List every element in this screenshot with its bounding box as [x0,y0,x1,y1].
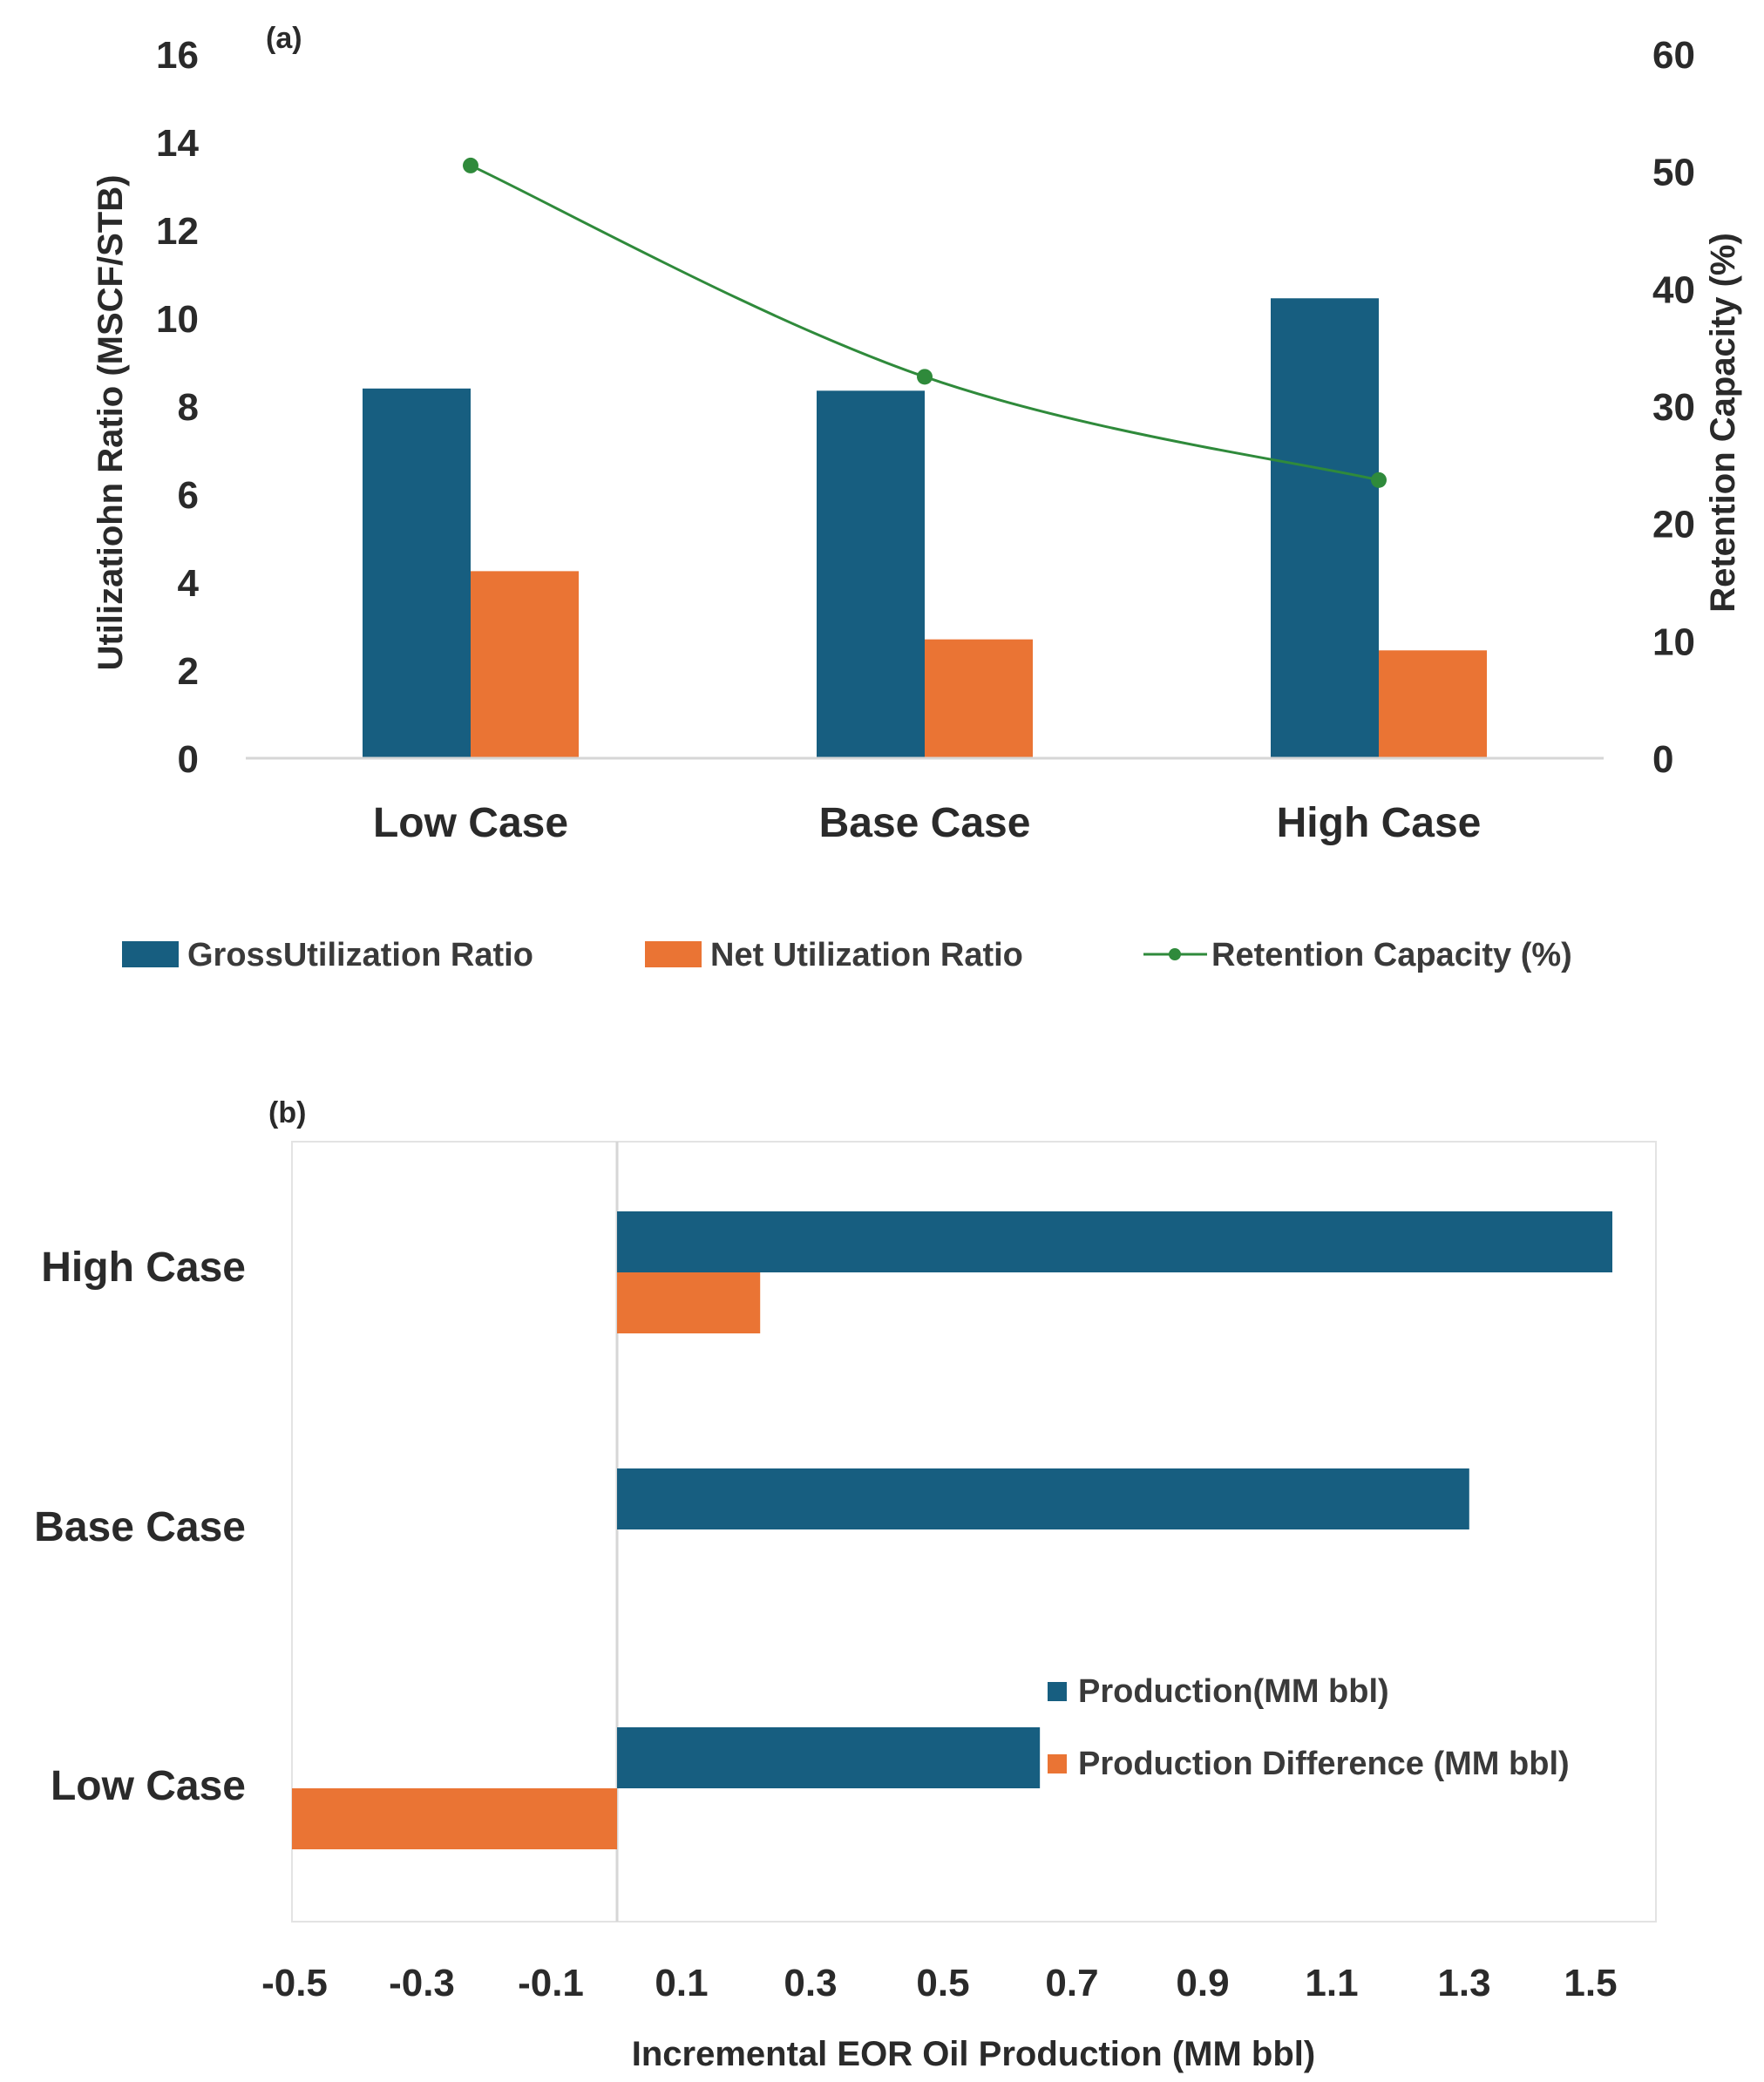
category-label: Base Case [819,800,1031,846]
x-tick-label: 0.9 [1176,1962,1229,2004]
y2-tick-label: 10 [1652,621,1695,663]
y2-tick-label: 40 [1652,268,1695,311]
net-bar-1 [925,639,1033,758]
net-bar-0 [471,571,579,758]
category-label: Base Case [34,1504,246,1550]
legend-swatch-production [1048,1682,1067,1701]
y-tick-label: 6 [178,474,199,517]
y-tick-label: 14 [156,122,199,165]
y-tick-label: 2 [178,650,199,693]
x-tick-label: 1.3 [1437,1962,1490,2004]
net-bar-2 [1379,650,1487,758]
category-label: Low Case [373,800,568,846]
x-tick-label: 0.3 [784,1962,837,2004]
x-tick-label: -0.1 [518,1962,584,2004]
y2-tick-label: 60 [1652,34,1695,77]
legend-swatch-difference [1048,1754,1067,1773]
retention-point-2 [1371,471,1387,488]
y-tick-label: 0 [178,738,199,781]
legend-swatch-gross [122,941,179,967]
y-tick-label: 16 [156,34,199,77]
y-tick-label: 12 [156,210,199,253]
legend-swatch-net [645,941,702,967]
y2-axis-title: Retention Capacity (%) [1704,233,1742,613]
x-tick-label: -0.3 [389,1962,455,2004]
panel-label-b: (b) [268,1096,306,1129]
legend-marker-retention [1169,948,1181,960]
gross-bar-0 [363,388,471,758]
x-tick-label: 0.7 [1045,1962,1098,2004]
legend-label-retention: Retention Capacity (%) [1211,937,1572,973]
y-tick-label: 10 [156,298,199,341]
panel-label-a: (a) [266,22,302,55]
x-tick-label: 1.5 [1564,1962,1617,2004]
x-tick-label: 0.1 [655,1962,708,2004]
category-label: Low Case [51,1763,246,1809]
gross-bar-1 [817,390,925,758]
y2-tick-label: 20 [1652,504,1695,546]
category-label: High Case [41,1244,246,1291]
x-tick-label: 0.5 [916,1962,969,2004]
retention-point-1 [917,369,933,385]
utilization-chart: (a) 0 2 4 6 8 10 12 14 16 0 10 20 30 40 50 60 Low Case… [92,22,1742,973]
category-label: High Case [1277,800,1482,846]
production-bar-0 [617,1211,1612,1272]
x-tick-label: 1.1 [1305,1962,1358,2004]
x-tick-label: -0.5 [261,1962,328,2004]
y2-tick-label: 50 [1652,152,1695,194]
y2-tick-label: 0 [1652,738,1673,781]
legend-label-difference: Production Difference (MM bbl) [1078,1746,1570,1782]
y-tick-label: 8 [178,386,199,429]
legend-label-gross: GrossUtilization Ratio [187,937,533,973]
y-tick-label: 4 [178,562,200,605]
gross-bar-2 [1271,298,1379,758]
difference-bar-2 [292,1788,617,1849]
legend-label-net: Net Utilization Ratio [710,937,1023,973]
legend-label-production: Production(MM bbl) [1078,1673,1389,1710]
x-axis-title: Incremental EOR Oil Production (MM bbl) [632,2035,1315,2073]
difference-bar-0 [617,1272,761,1333]
production-bar-2 [617,1727,1041,1788]
retention-point-0 [463,157,478,173]
y2-tick-label: 30 [1652,386,1695,429]
production-bar-1 [617,1468,1469,1529]
y-axis-title: Utilizatiohn Ratio (MSCF/STB) [92,175,130,671]
plot-area-border [291,1141,1657,1923]
